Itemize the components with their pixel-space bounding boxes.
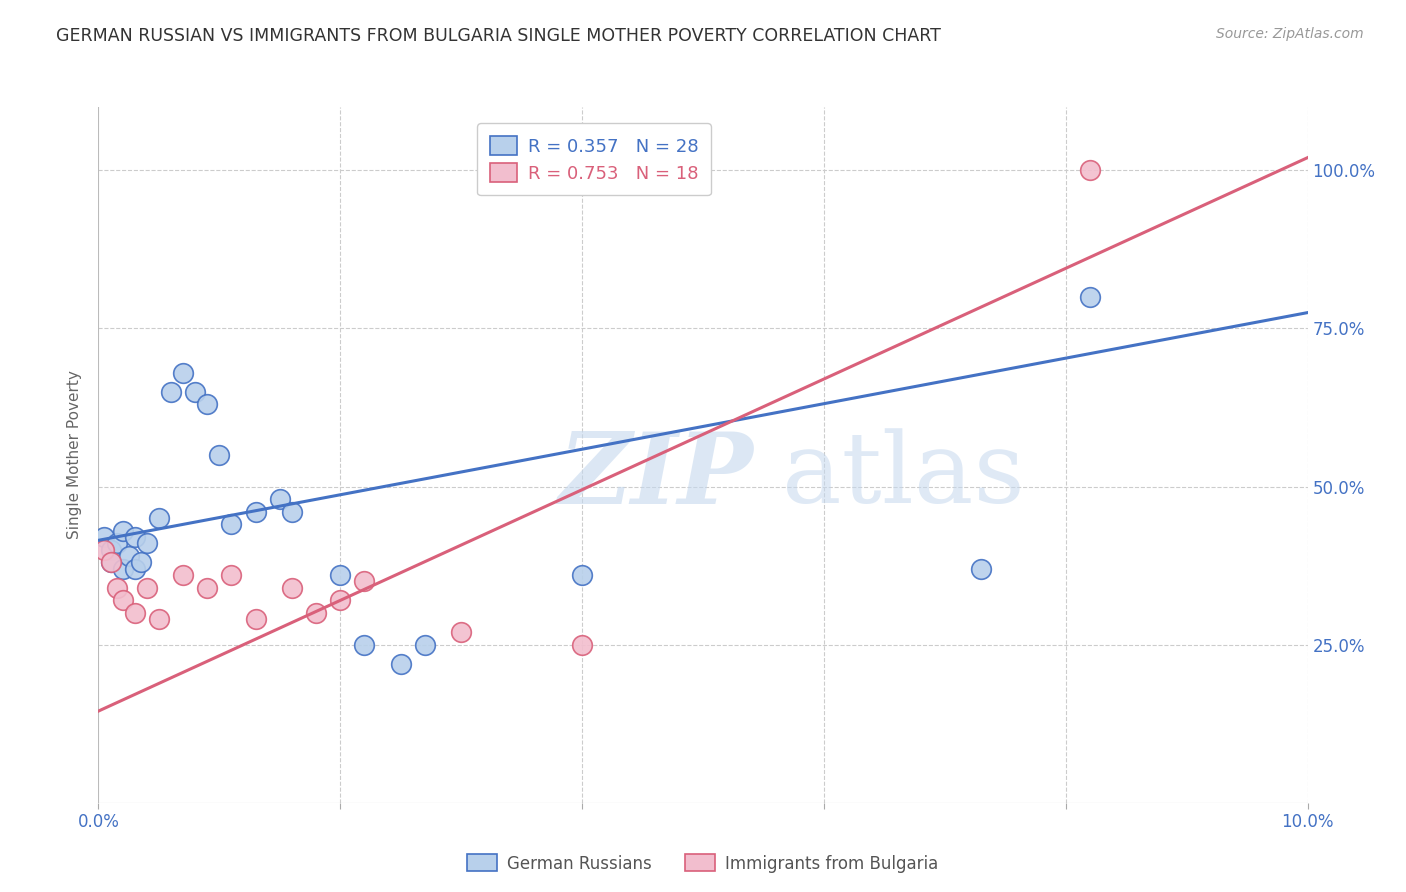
- Legend: R = 0.357   N = 28, R = 0.753   N = 18: R = 0.357 N = 28, R = 0.753 N = 18: [477, 123, 711, 195]
- Point: [124, 562, 146, 576]
- Point: [148, 612, 170, 626]
- Point: [100, 542, 122, 557]
- Point: [1078, 163, 1101, 178]
- Point: [93, 542, 115, 557]
- Point: [111, 524, 134, 538]
- Point: [148, 511, 170, 525]
- Point: [105, 536, 128, 550]
- Point: [571, 568, 593, 582]
- Point: [353, 638, 375, 652]
- Point: [245, 612, 267, 626]
- Text: atlas: atlas: [782, 428, 1025, 524]
- Point: [172, 366, 194, 380]
- Point: [413, 638, 436, 652]
- Legend: German Russians, Immigrants from Bulgaria: German Russians, Immigrants from Bulgari…: [461, 847, 945, 880]
- Point: [93, 530, 115, 544]
- Text: Source: ZipAtlas.com: Source: ZipAtlas.com: [1216, 27, 1364, 41]
- Y-axis label: Single Mother Poverty: Single Mother Poverty: [67, 370, 83, 540]
- Point: [111, 562, 134, 576]
- Point: [105, 581, 128, 595]
- Point: [305, 606, 328, 620]
- Point: [195, 581, 218, 595]
- Point: [450, 625, 472, 640]
- Point: [184, 384, 207, 399]
- Point: [1078, 290, 1101, 304]
- Point: [195, 397, 218, 411]
- Text: ZIP: ZIP: [558, 427, 752, 524]
- Point: [118, 549, 141, 563]
- Point: [129, 556, 152, 570]
- Point: [269, 492, 291, 507]
- Point: [135, 536, 157, 550]
- Point: [571, 638, 593, 652]
- Point: [245, 505, 267, 519]
- Text: GERMAN RUSSIAN VS IMMIGRANTS FROM BULGARIA SINGLE MOTHER POVERTY CORRELATION CHA: GERMAN RUSSIAN VS IMMIGRANTS FROM BULGAR…: [56, 27, 941, 45]
- Point: [353, 574, 375, 589]
- Point: [281, 505, 304, 519]
- Point: [208, 448, 231, 462]
- Point: [160, 384, 183, 399]
- Point: [221, 568, 243, 582]
- Point: [970, 562, 993, 576]
- Point: [329, 568, 352, 582]
- Point: [124, 530, 146, 544]
- Point: [172, 568, 194, 582]
- Point: [111, 593, 134, 607]
- Point: [281, 581, 304, 595]
- Point: [389, 657, 412, 671]
- Point: [100, 556, 122, 570]
- Point: [221, 517, 243, 532]
- Point: [100, 556, 122, 570]
- Point: [329, 593, 352, 607]
- Point: [135, 581, 157, 595]
- Point: [124, 606, 146, 620]
